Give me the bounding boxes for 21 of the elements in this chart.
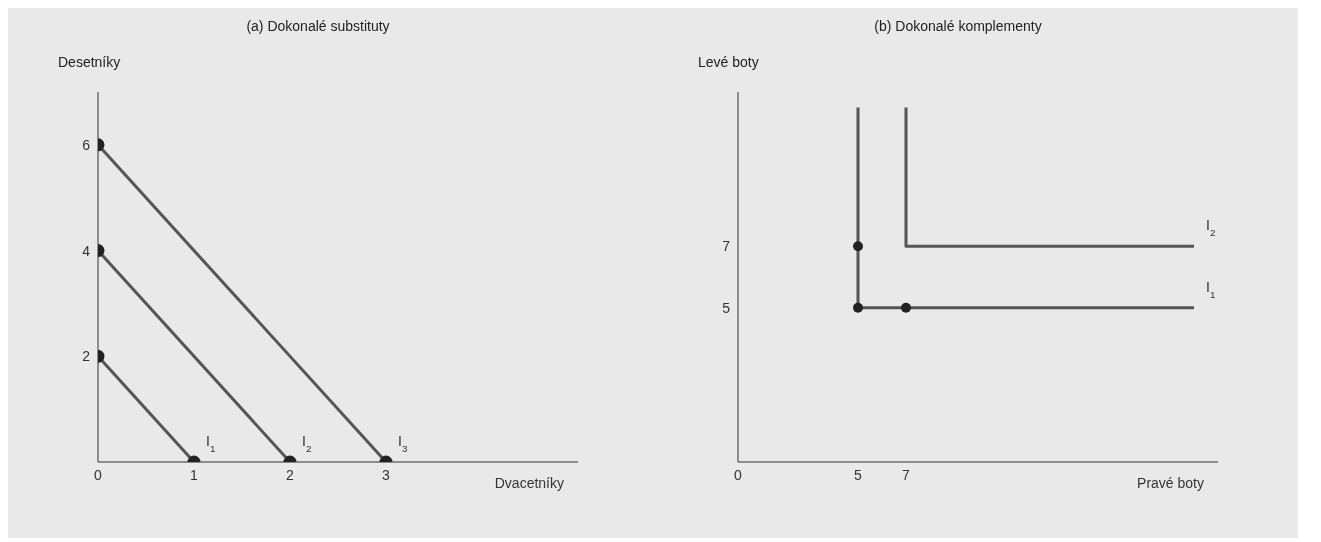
series-label: I$_{3}$ — [398, 433, 408, 454]
x-tick-label: 5 — [854, 466, 863, 483]
series-label: I$_{1}$ — [206, 433, 216, 454]
y-tick-label: 6 — [82, 136, 91, 153]
x-tick-label: 0 — [94, 466, 103, 483]
x-axis-title: Pravé boty — [1137, 475, 1204, 491]
x-tick-label: 1 — [190, 466, 199, 483]
y-tick-label: 4 — [82, 242, 91, 259]
y-axis-title: Desetníky — [58, 54, 121, 70]
chart-title: (a) Dokonalé substituty — [245, 18, 391, 36]
series-label: I$_{2}$ — [1206, 217, 1216, 238]
series-label: I$_{2}$ — [302, 433, 312, 454]
x-tick-label: 0 — [734, 466, 743, 483]
x-tick-label: 7 — [902, 466, 911, 483]
x-axis-title: Dvacetníky — [494, 475, 564, 491]
y-axis-title: Levé boty — [698, 54, 759, 70]
x-tick-label: 2 — [286, 466, 295, 483]
x-tick-label: 3 — [382, 466, 391, 483]
y-tick-label: 2 — [82, 348, 91, 365]
chart-title: (b) Dokonalé komplementy — [873, 18, 1043, 36]
series-label: I$_{1}$ — [1206, 278, 1216, 300]
